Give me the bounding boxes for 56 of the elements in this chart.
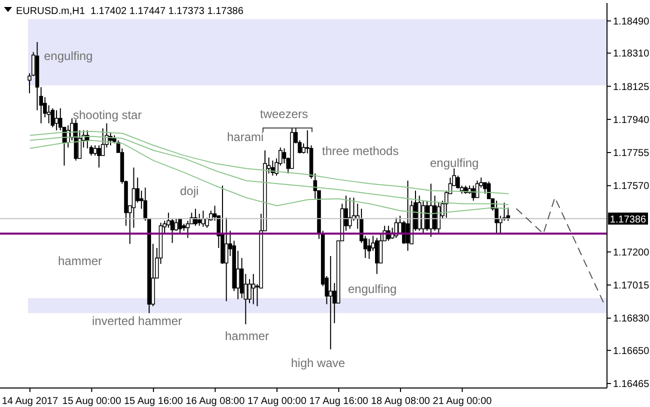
y-tick-label: 1.17200 — [613, 247, 650, 258]
candlestick — [494, 200, 498, 234]
annotation: inverted hammer — [92, 314, 182, 328]
candlestick — [472, 185, 476, 202]
y-tick-label: 1.17755 — [613, 148, 650, 160]
y-tick-label: 1.16650 — [613, 346, 650, 357]
x-tick-label: 21 Aug 00:00 — [432, 396, 492, 407]
candlestick — [456, 175, 460, 190]
candlestick — [50, 108, 55, 128]
candlestick — [93, 144, 98, 156]
candlestick — [251, 273, 256, 305]
annotation: three methods — [322, 144, 399, 158]
x-tick-label: 17 Aug 00:00 — [247, 396, 307, 407]
x-tick-label: 18 Aug 08:00 — [371, 396, 430, 407]
line-series — [29, 140, 510, 214]
annotation: doji — [180, 184, 199, 198]
annotation: engulfing — [348, 282, 397, 296]
annotation: shooting star — [73, 108, 142, 122]
y-tick-label: 1.18310 — [613, 48, 650, 60]
y-tick-label: 1.17570 — [613, 181, 650, 192]
candlestick — [132, 167, 136, 228]
y-tick-label: 1.16830 — [613, 314, 650, 325]
candlestick — [166, 212, 170, 228]
annotation: harami — [227, 130, 264, 144]
annotation: hammer — [225, 329, 270, 343]
candlestick — [197, 213, 202, 226]
x-tick-label: 17 Aug 16:00 — [309, 396, 369, 407]
y-tick-label: 1.18125 — [613, 82, 650, 93]
candlestick — [348, 197, 352, 230]
candlestick — [224, 217, 228, 302]
y-tick-label: 1.18490 — [613, 16, 650, 28]
candlestick — [429, 183, 433, 238]
candlestick — [425, 200, 429, 232]
annotation: tweezers — [260, 107, 308, 121]
y-tick-label: 1.17940 — [613, 114, 650, 126]
annotation: high wave — [291, 356, 346, 370]
x-tick-label: 15 Aug 16:00 — [124, 396, 184, 407]
candlestick — [54, 110, 58, 131]
annotation: engulfing — [430, 156, 479, 170]
candlestick — [375, 237, 379, 274]
candlestick — [378, 233, 383, 264]
candlestick — [328, 256, 332, 350]
x-tick-label: 14 Aug 2017 — [2, 396, 58, 407]
candlestick — [97, 144, 101, 168]
candlestick — [178, 218, 182, 234]
annotation: engulfing — [44, 49, 93, 63]
x-tick-label: 16 Aug 08:00 — [186, 396, 246, 407]
candlestick — [186, 220, 190, 238]
candlestick — [367, 238, 372, 260]
y-tick-label: 1.17015 — [613, 280, 650, 292]
annotation: hammer — [58, 254, 102, 268]
candlestick — [174, 218, 178, 232]
ref-line-label: 1.17386 — [610, 214, 647, 226]
chart-title: EURUSD.m,H1 1.17402 1.17447 1.17373 1.17386 — [16, 6, 244, 17]
y-tick-label: 1.16465 — [613, 379, 650, 390]
x-tick-label: 15 Aug 00:00 — [62, 396, 122, 407]
